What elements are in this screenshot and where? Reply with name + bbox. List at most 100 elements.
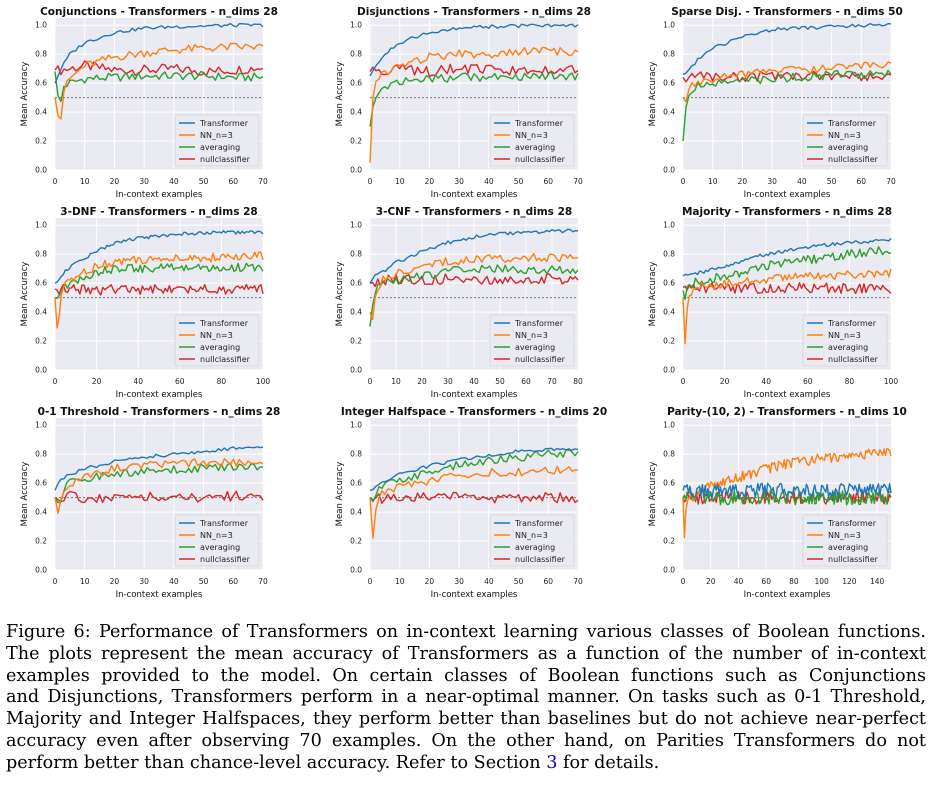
x-axis-label: In-context examples <box>116 590 203 600</box>
y-tick-label: 0.2 <box>350 337 362 346</box>
series-line-nullclassifier <box>682 490 892 505</box>
legend-box <box>489 514 575 567</box>
chart-panel: 0-1 Threshold - Transformers - n_dims 28… <box>0 400 300 600</box>
x-tick-label: 50 <box>199 577 209 586</box>
legend-label: averaging <box>828 143 868 152</box>
y-tick-label: 1.0 <box>35 21 47 30</box>
series-line-nullclassifier <box>54 490 264 504</box>
y-tick-label: 0.0 <box>350 366 362 375</box>
x-tick-label: 100 <box>256 377 271 386</box>
series-line-transformer <box>369 228 579 284</box>
chart-svg: Parity-(10, 2) - Transformers - n_dims 1… <box>648 406 907 600</box>
legend-label: averaging <box>200 343 240 352</box>
y-axis-label: Mean Accuracy <box>648 62 658 127</box>
chart-panel: Integer Halfspace - Transformers - n_dim… <box>315 400 615 600</box>
x-tick-label: 70 <box>573 177 583 186</box>
section-link[interactable]: 3 <box>546 752 558 773</box>
y-tick-label: 0.6 <box>663 79 675 88</box>
caption-text: perform better than chance-level accurac… <box>6 752 547 773</box>
x-tick-label: 40 <box>169 177 179 186</box>
figure-grid: Conjunctions - Transformers - n_dims 28 0… <box>0 0 928 600</box>
legend-label: Transformer <box>199 319 249 328</box>
y-tick-label: 0.2 <box>35 337 47 346</box>
y-tick-label: 0.8 <box>663 250 675 259</box>
chart-svg: Integer Halfspace - Transformers - n_dim… <box>335 406 607 600</box>
x-axis-label: In-context examples <box>744 190 831 200</box>
y-tick-label: 0.0 <box>350 166 362 175</box>
legend-box <box>174 114 260 167</box>
y-tick-label: 0.4 <box>350 108 362 117</box>
chart-svg: Disjunctions - Transformers - n_dims 28 0… <box>335 6 591 200</box>
chart-panel: Disjunctions - Transformers - n_dims 28 0… <box>315 0 615 200</box>
caption-line: and Disjunctions, Transformers perform i… <box>6 687 926 708</box>
x-tick-label: 10 <box>391 377 401 386</box>
chart-title: Parity-(10, 2) - Transformers - n_dims 1… <box>667 406 907 418</box>
x-tick-label: 80 <box>845 377 855 386</box>
legend-label: averaging <box>828 543 868 552</box>
x-tick-label: 120 <box>842 577 857 586</box>
series-line-transformer <box>682 22 892 76</box>
legend-box <box>174 514 260 567</box>
series-line-averaging <box>369 71 579 127</box>
y-tick-label: 0.6 <box>350 479 362 488</box>
legend-label: averaging <box>515 143 555 152</box>
series-line-averaging <box>369 448 579 503</box>
series-line-averaging <box>54 70 264 103</box>
series-line-averaging <box>682 489 892 506</box>
legend-label: NN_n=3 <box>200 131 233 140</box>
x-tick-label: 30 <box>454 577 464 586</box>
x-tick-label: 60 <box>544 577 554 586</box>
x-tick-label: 40 <box>133 377 143 386</box>
x-tick-label: 60 <box>175 377 185 386</box>
y-tick-label: 0.8 <box>663 450 675 459</box>
x-tick-label: 40 <box>169 577 179 586</box>
y-tick-label: 0.8 <box>35 50 47 59</box>
x-tick-label: 30 <box>767 177 777 186</box>
legend-label: Transformer <box>199 519 249 528</box>
y-tick-label: 1.0 <box>350 221 362 230</box>
chart-svg: 3-DNF - Transformers - n_dims 28 0.0 0.2 0.… <box>20 206 271 400</box>
y-tick-label: 0.0 <box>663 566 675 575</box>
y-tick-label: 0.4 <box>35 508 47 517</box>
legend-label: nullclassifier <box>515 555 566 564</box>
y-tick-label: 0.6 <box>35 79 47 88</box>
x-tick-label: 0 <box>368 377 373 386</box>
y-tick-label: 0.0 <box>350 566 362 575</box>
series-line-transformer <box>54 22 264 84</box>
chart-panel: Sparse Disj. - Transformers - n_dims 50 0… <box>628 0 928 200</box>
series-line-averaging <box>54 262 264 300</box>
legend-label: nullclassifier <box>828 555 879 564</box>
y-axis-label: Mean Accuracy <box>20 262 30 327</box>
x-tick-label: 60 <box>857 177 867 186</box>
x-tick-label: 30 <box>139 177 149 186</box>
y-axis-label: Mean Accuracy <box>20 62 30 127</box>
legend-label: nullclassifier <box>828 355 879 364</box>
y-tick-label: 0.0 <box>35 366 47 375</box>
x-axis-label: In-context examples <box>431 390 518 400</box>
legend-label: NN_n=3 <box>200 331 233 340</box>
x-axis-label: In-context examples <box>116 190 203 200</box>
series-line-nn-n-3 <box>54 457 264 514</box>
x-tick-label: 40 <box>797 177 807 186</box>
x-tick-label: 20 <box>92 377 102 386</box>
x-tick-label: 100 <box>815 577 830 586</box>
y-axis-label: Mean Accuracy <box>335 462 345 527</box>
series-line-nn-n-3 <box>682 447 892 539</box>
series-line-nullclassifier <box>54 60 264 77</box>
y-tick-label: 0.6 <box>350 79 362 88</box>
chart-title: Disjunctions - Transformers - n_dims 28 <box>357 6 591 18</box>
x-tick-label: 10 <box>395 577 405 586</box>
chart-svg: 0-1 Threshold - Transformers - n_dims 28… <box>20 406 280 600</box>
series-line-nn-n-3 <box>369 46 579 163</box>
y-tick-label: 1.0 <box>663 421 675 430</box>
legend-label: Transformer <box>827 119 877 128</box>
x-axis-label: In-context examples <box>744 590 831 600</box>
x-tick-label: 40 <box>761 377 771 386</box>
y-tick-label: 0.4 <box>663 508 675 517</box>
x-tick-label: 0 <box>681 577 686 586</box>
chart-panel: Majority - Transformers - n_dims 28 0.0 0.… <box>628 200 928 400</box>
legend-label: NN_n=3 <box>515 331 548 340</box>
x-tick-label: 30 <box>443 377 453 386</box>
y-tick-label: 0.0 <box>663 366 675 375</box>
legend-label: nullclassifier <box>515 155 566 164</box>
